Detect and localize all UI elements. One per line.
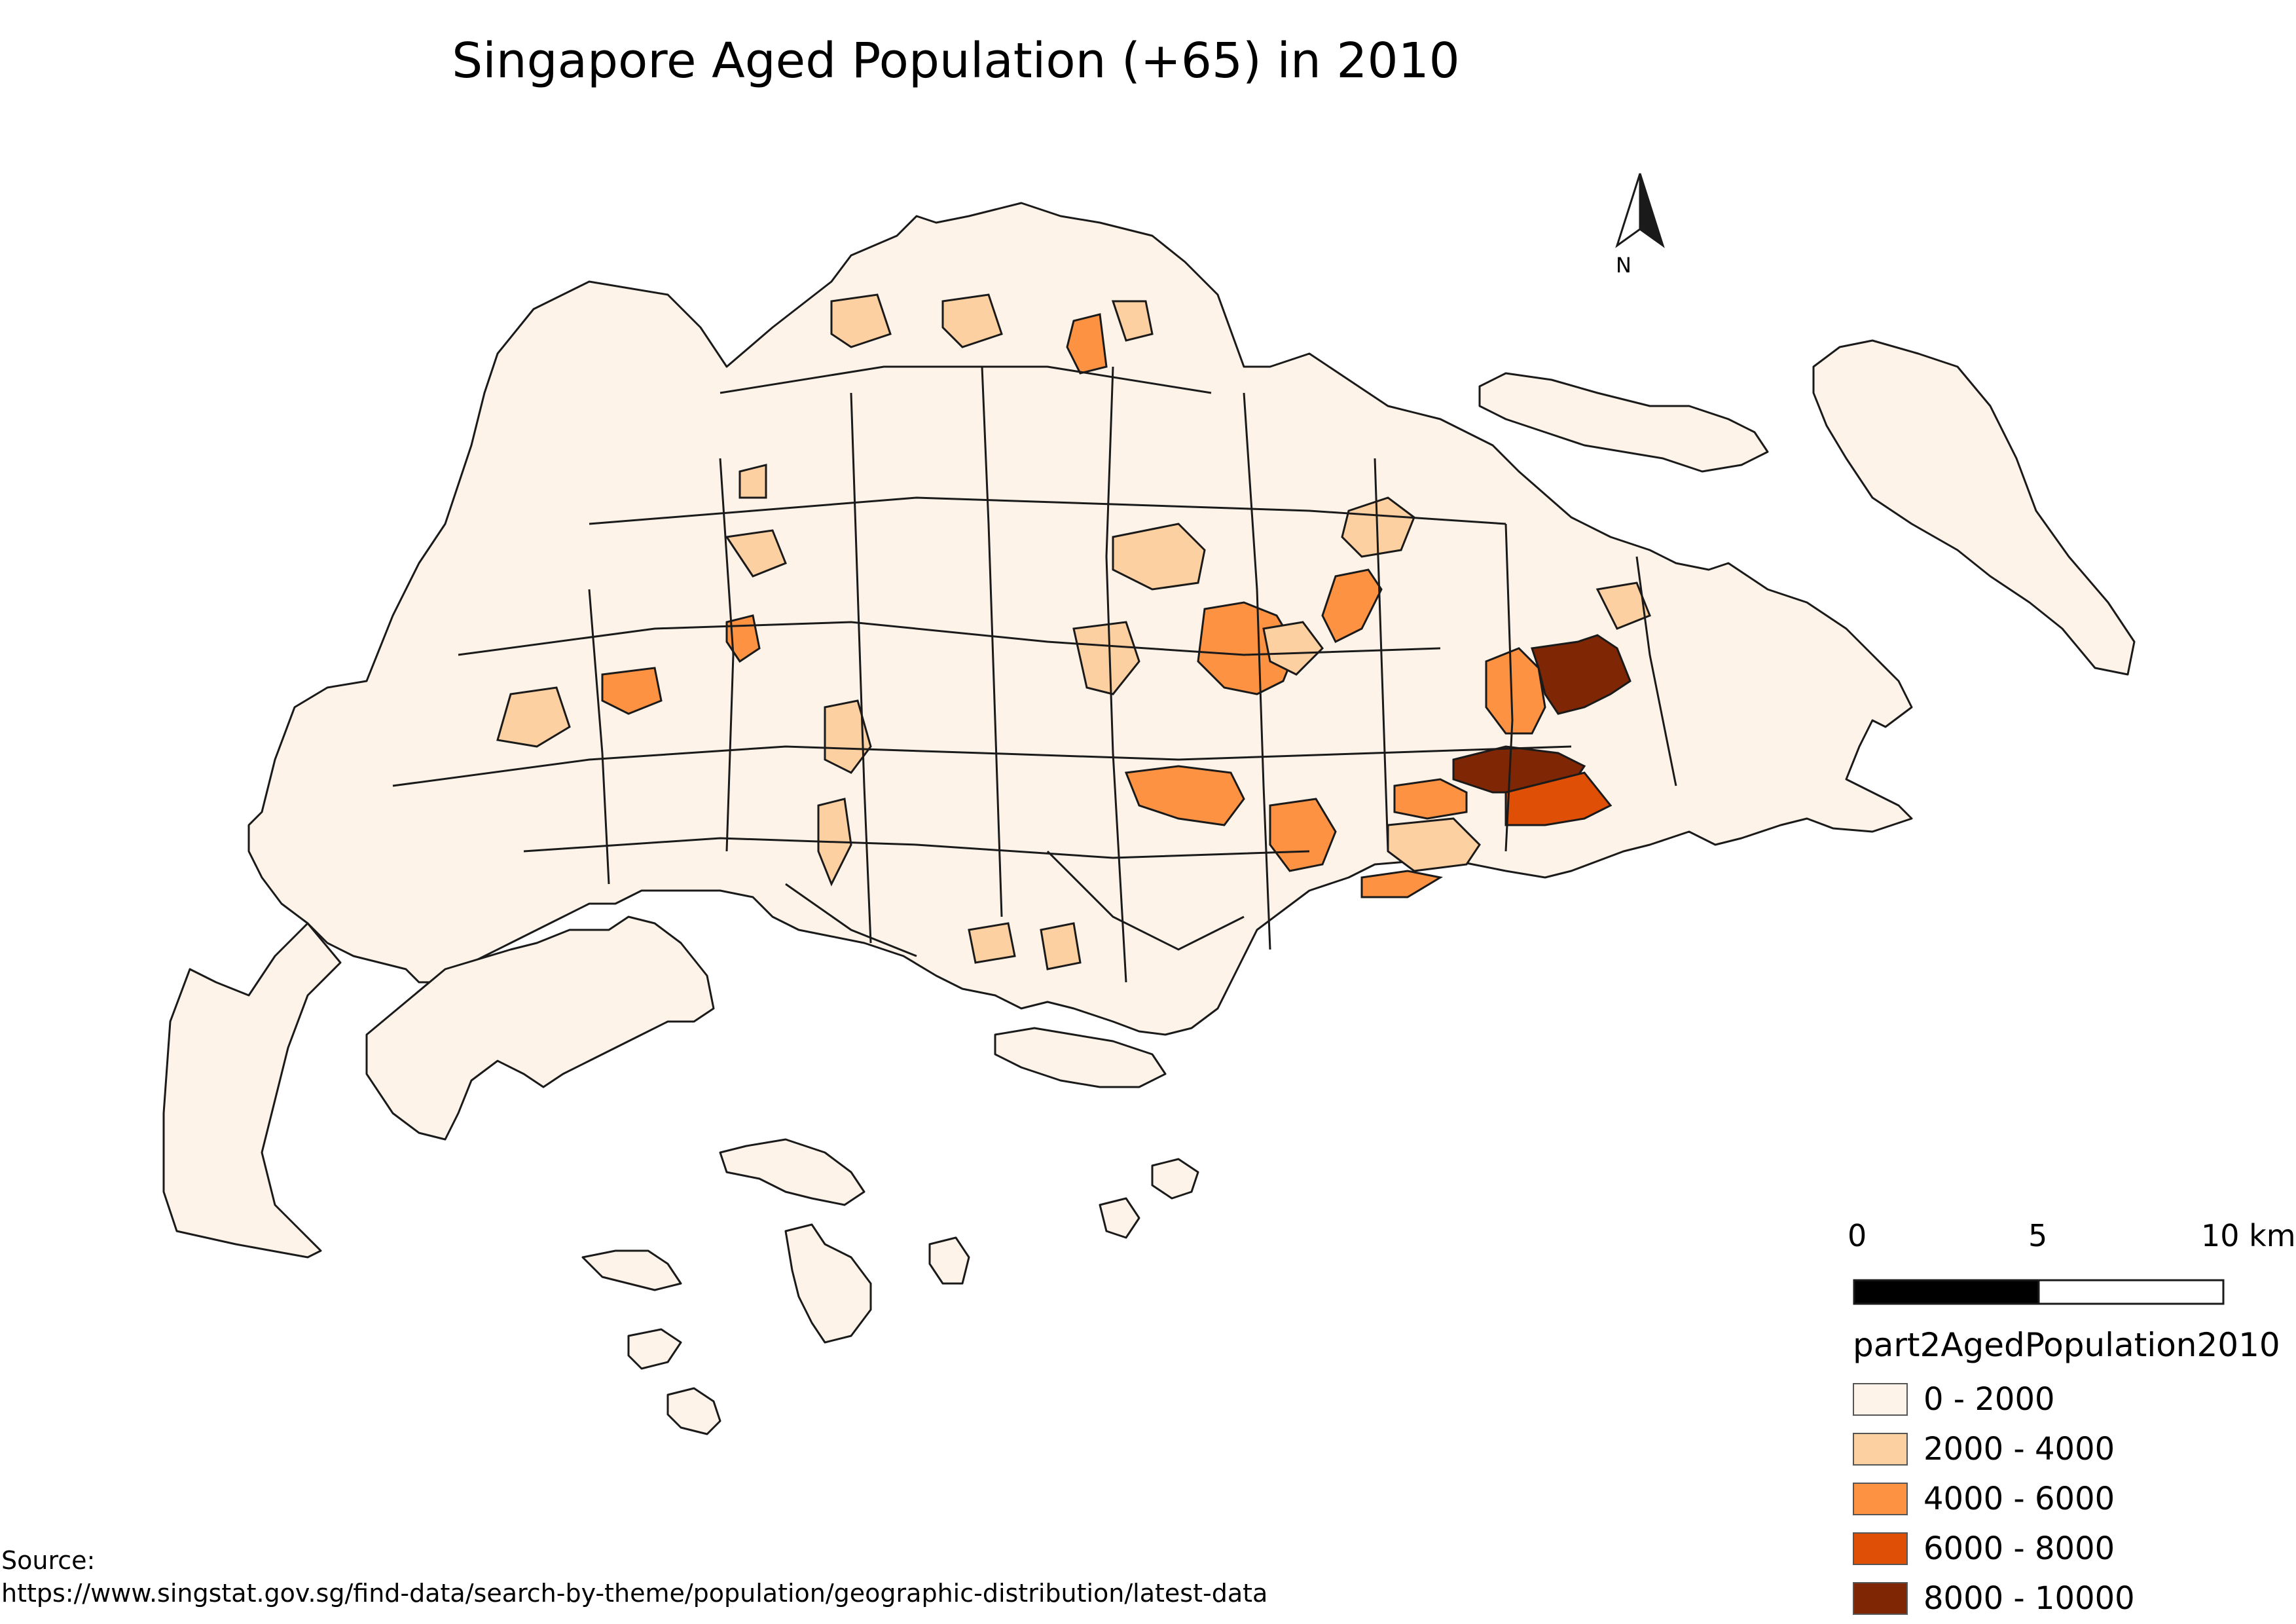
scale-bar <box>1853 1279 2225 1305</box>
jurong-island <box>365 915 715 1141</box>
southern-island-7 <box>1151 1158 1199 1200</box>
subzone-class-2 <box>738 464 767 499</box>
southern-island-5 <box>666 1387 721 1435</box>
legend-item: 8000 - 10000 <box>1853 1574 2280 1623</box>
subzone-class-3 <box>1360 870 1444 898</box>
subzone-boundaries <box>392 365 1677 983</box>
subzone-class-3 <box>601 667 663 715</box>
map-title: Singapore Aged Population (+65) in 2010 <box>452 33 1460 89</box>
subzone-class-2 <box>1262 621 1324 676</box>
subzone-class-2 <box>941 293 1003 348</box>
subzone-class-3 <box>1066 313 1108 375</box>
legend-swatch <box>1853 1383 1908 1416</box>
subzone-class-2 <box>1040 922 1082 970</box>
subzone-class-3 <box>1124 765 1245 826</box>
subzone-class-2 <box>496 686 571 748</box>
legend: part2AgedPopulation2010 0 - 2000 2000 - … <box>1853 1326 2280 1623</box>
subzone-class-3 <box>1393 778 1468 820</box>
tuas-area <box>162 922 342 1259</box>
legend-title: part2AgedPopulation2010 <box>1853 1326 2280 1364</box>
source-note: Source: https://www.singstat.gov.sg/find… <box>1 1544 1267 1610</box>
subzone-class-2 <box>725 529 787 578</box>
singapore-map <box>162 202 2136 1435</box>
source-label: Source: <box>1 1546 96 1575</box>
north-arrow-icon <box>1615 173 1665 248</box>
subzone-class-2 <box>1112 523 1206 591</box>
subzone-class-2 <box>1111 300 1154 342</box>
legend-item: 0 - 2000 <box>1853 1375 2280 1424</box>
subzone-class-2 <box>968 922 1016 964</box>
subzone-class-3 <box>1197 601 1298 695</box>
subzone-class-2 <box>824 699 872 774</box>
legend-swatch <box>1853 1483 1908 1515</box>
southern-island-4 <box>627 1328 682 1370</box>
source-url: https://www.singstat.gov.sg/find-data/se… <box>1 1579 1268 1608</box>
southern-island-1 <box>719 1138 866 1206</box>
subzone-class-2 <box>1595 581 1651 630</box>
pulau-tekong <box>1812 339 2136 676</box>
scale-label-10km: 10 km <box>2201 1218 2296 1253</box>
scale-label-5: 5 <box>2028 1218 2048 1253</box>
north-label: N <box>1616 253 1631 278</box>
subzone-class-3 <box>1321 568 1383 644</box>
legend-label: 8000 - 10000 <box>1923 1580 2135 1617</box>
legend-swatch <box>1853 1532 1908 1565</box>
legend-label: 6000 - 8000 <box>1923 1530 2115 1567</box>
legend-label: 2000 - 4000 <box>1923 1431 2115 1467</box>
choropleth-highlights <box>496 293 1651 970</box>
legend-label: 0 - 2000 <box>1923 1381 2055 1418</box>
southern-island-8 <box>1099 1197 1140 1239</box>
scale-bar-segment-white <box>2037 1279 2225 1305</box>
southern-island-3 <box>581 1249 682 1291</box>
southern-island-6 <box>928 1236 970 1285</box>
legend-item: 6000 - 8000 <box>1853 1524 2280 1574</box>
scale-label-0: 0 <box>1848 1218 1867 1253</box>
subzone-class-4 <box>1504 771 1613 826</box>
southern-island-2 <box>784 1223 872 1344</box>
subzone-class-2 <box>1072 621 1140 695</box>
pulau-ubin <box>1478 372 1769 473</box>
subzone-class-5 <box>1531 634 1631 715</box>
legend-item: 4000 - 6000 <box>1853 1474 2280 1524</box>
legend-item: 2000 - 4000 <box>1853 1424 2280 1474</box>
subzone-class-3 <box>725 614 761 663</box>
legend-swatch <box>1853 1582 1908 1615</box>
subzone-class-3 <box>1485 647 1546 735</box>
legend-label: 4000 - 6000 <box>1923 1481 2115 1517</box>
legend-swatch <box>1853 1433 1908 1466</box>
sentosa-island <box>994 1027 1167 1088</box>
subzone-class-2 <box>830 293 892 348</box>
scale-bar-segment-black <box>1853 1279 2040 1305</box>
